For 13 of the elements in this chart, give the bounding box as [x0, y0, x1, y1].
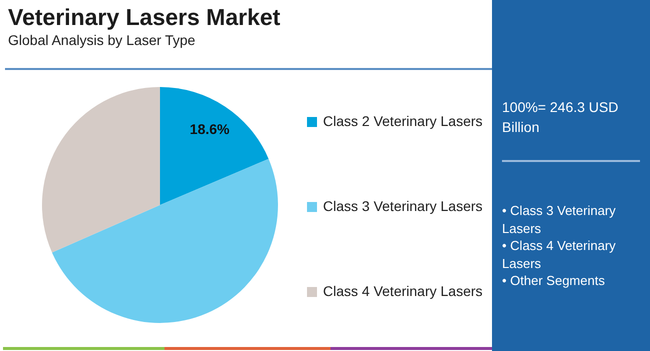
- text: 100%= 246.3 USD Billion: [502, 98, 620, 137]
- legend-label: Class 4 Veterinary Lasers: [323, 283, 483, 299]
- text: • Other Segments: [502, 272, 606, 290]
- chart-subtitle: Global Analysis by Laser Type: [8, 32, 196, 48]
- data-label: 18.6%: [190, 120, 230, 137]
- legend-label: Class 3 Veterinary Lasers: [323, 198, 483, 214]
- legend-label: Class 2 Veterinary Lasers: [323, 113, 483, 129]
- text: • Class 4 Veterinary Lasers: [502, 237, 617, 272]
- pie-slice: [160, 87, 269, 205]
- text: • Class 3 Veterinary Lasers: [502, 202, 617, 237]
- pie-slice: [52, 158, 278, 323]
- chart-title: Veterinary Lasers Market: [8, 4, 280, 31]
- pie-slice: [42, 87, 160, 253]
